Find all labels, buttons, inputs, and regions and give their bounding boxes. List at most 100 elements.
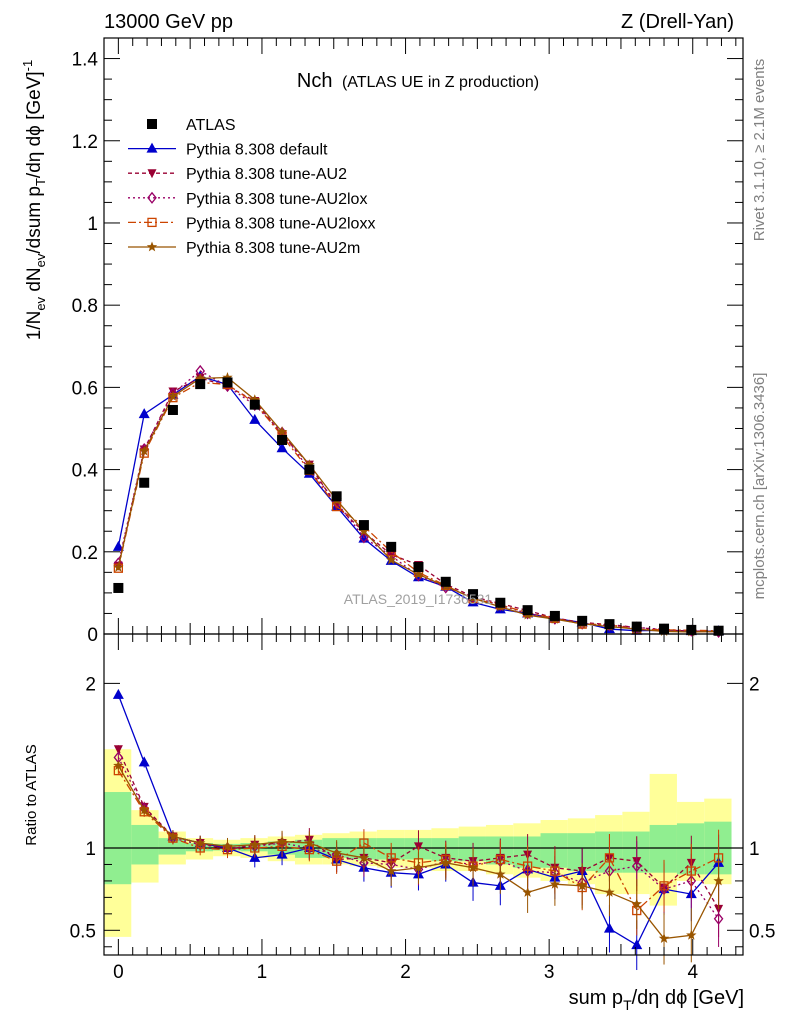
atlas-data-point bbox=[577, 615, 588, 626]
ratio-point-0 bbox=[112, 688, 124, 699]
legend-marker-5 bbox=[146, 241, 158, 252]
band-stat-12 bbox=[431, 838, 459, 862]
ratio-ylabel: Ratio to ATLAS bbox=[23, 744, 40, 845]
header-right: Z (Drell-Yan) bbox=[621, 11, 734, 33]
ratio-point-4 bbox=[440, 857, 451, 868]
atlas-data-point bbox=[304, 464, 315, 475]
axes: 0 0.2 0.4 0.6 0.8 1 1.2 1.4 0 1 2 3 4 0.5 0.5 1 1 2 2 bbox=[70, 37, 775, 983]
ratio-point-4 bbox=[604, 886, 615, 897]
atlas-data-point bbox=[249, 399, 260, 410]
band-stat-19 bbox=[622, 831, 650, 873]
ratio-point-4 bbox=[576, 880, 588, 891]
ratio-point-4 bbox=[276, 835, 288, 846]
ratio-point-3 bbox=[686, 866, 696, 876]
atlas-data-point bbox=[686, 624, 697, 635]
ratio-point-4 bbox=[549, 878, 561, 889]
ratio-point-4 bbox=[386, 865, 397, 876]
atlas-data-point bbox=[331, 491, 342, 502]
ratio-point-4 bbox=[631, 898, 642, 909]
main-panel-data bbox=[112, 364, 725, 638]
atlas-data-point bbox=[713, 625, 724, 636]
ratio-frame bbox=[103, 633, 744, 956]
main-point-5 bbox=[222, 372, 233, 382]
atlas-data-point bbox=[139, 477, 150, 488]
main-point-5 bbox=[167, 390, 179, 401]
legend-marker-3 bbox=[147, 191, 157, 204]
legend-label-5: Pythia 8.308 tune-AU2m bbox=[186, 240, 360, 257]
legend-label-3: Pythia 8.308 tune-AU2lox bbox=[186, 191, 367, 208]
plot-title-sub: (ATLAS UE in Z production) bbox=[342, 74, 539, 91]
plot-title-main: Nch bbox=[297, 70, 333, 92]
side-label-mcplots: mcplots.cern.ch [arXiv:1306.3436] bbox=[751, 373, 768, 600]
main-point-1 bbox=[138, 408, 150, 419]
atlas-data-point bbox=[495, 597, 506, 608]
legend-label-1: Pythia 8.308 default bbox=[186, 142, 328, 159]
ratio-ytick-label-right: 0.5 bbox=[749, 921, 775, 942]
atlas-data-point bbox=[631, 621, 642, 632]
main-point-5 bbox=[386, 554, 397, 565]
band-stat-16 bbox=[540, 833, 568, 868]
xtick-label: 0 bbox=[113, 962, 124, 983]
main-series-line-3 bbox=[117, 370, 719, 633]
legend-label-2: Pythia 8.308 tune-AU2 bbox=[186, 166, 347, 183]
main-point-5 bbox=[195, 372, 206, 383]
ratio-ytick-label-right: 2 bbox=[749, 674, 760, 695]
ratio-point-0 bbox=[603, 922, 615, 933]
band-stat-20 bbox=[649, 824, 677, 873]
ratio-point-4 bbox=[413, 862, 424, 873]
ratio-ytick-label-left: 2 bbox=[85, 674, 96, 695]
atlas-data-point bbox=[358, 520, 369, 531]
ratio-point-3 bbox=[659, 881, 669, 891]
main-point-3 bbox=[359, 531, 369, 544]
ratio-panel-data bbox=[104, 688, 743, 971]
band-stat-10 bbox=[376, 838, 405, 860]
xtick-label: 1 bbox=[257, 962, 268, 983]
xtick-label: 4 bbox=[687, 962, 698, 983]
ratio-point-4 bbox=[522, 886, 533, 897]
atlas-data-point bbox=[167, 404, 178, 415]
band-stat-0 bbox=[104, 792, 132, 885]
main-series-line-4 bbox=[117, 381, 719, 632]
main-point-4 bbox=[331, 501, 342, 512]
ratio-point-4 bbox=[686, 929, 697, 940]
atlas-data-point bbox=[440, 576, 451, 587]
main-ylabel: 1/Nev dNev/dsum pT/dη dϕ [GeV]-1 bbox=[20, 60, 48, 341]
atlas-data-point bbox=[195, 379, 206, 390]
ratio-point-4 bbox=[139, 804, 150, 815]
main-point-1 bbox=[276, 442, 288, 453]
main-point-5 bbox=[249, 394, 260, 405]
ratio-point-2 bbox=[713, 912, 724, 925]
band-stat-17 bbox=[567, 833, 596, 872]
ratio-point-4 bbox=[304, 837, 315, 848]
ratio-point-4 bbox=[222, 840, 233, 851]
plot-title: Nch (ATLAS UE in Z production) bbox=[297, 70, 539, 92]
ratio-ytick-label-left: 1 bbox=[85, 839, 96, 860]
atlas-data-point bbox=[413, 562, 424, 573]
ratio-series-line-2 bbox=[117, 757, 720, 920]
band-stat-2 bbox=[158, 838, 186, 855]
main-ytick-label: 0.6 bbox=[72, 378, 98, 399]
main-ytick-label: 0 bbox=[87, 625, 98, 646]
xtick-label: 3 bbox=[544, 962, 555, 983]
ratio-ytick-label-left: 0.5 bbox=[70, 921, 96, 942]
atlas-data-point bbox=[549, 610, 560, 621]
ratio-point-4 bbox=[495, 868, 506, 879]
ratio-point-4 bbox=[713, 875, 724, 886]
watermark: ATLAS_2019_I1736531 bbox=[344, 591, 493, 607]
header-left: 13000 GeV pp bbox=[104, 11, 233, 33]
main-ytick-label: 1.2 bbox=[72, 132, 98, 153]
legend-marker-0 bbox=[147, 119, 157, 129]
main-ytick-label: 1.4 bbox=[72, 50, 99, 71]
main-point-5 bbox=[358, 525, 370, 536]
ratio-point-4 bbox=[331, 847, 342, 858]
legend: ATLAS Pythia 8.308 default Pythia 8.308 tu… bbox=[128, 117, 375, 257]
atlas-data-point bbox=[113, 582, 124, 593]
legend-marker-1 bbox=[146, 142, 158, 153]
main-ytick-label: 0.4 bbox=[72, 461, 99, 482]
atlas-data-point bbox=[386, 541, 397, 552]
ratio-point-0 bbox=[138, 756, 150, 767]
ratio-point-0 bbox=[631, 939, 643, 950]
legend-label-4: Pythia 8.308 tune-AU2loxx bbox=[186, 215, 375, 232]
main-point-5 bbox=[276, 426, 288, 437]
ratio-ytick-label-right: 1 bbox=[749, 839, 760, 860]
